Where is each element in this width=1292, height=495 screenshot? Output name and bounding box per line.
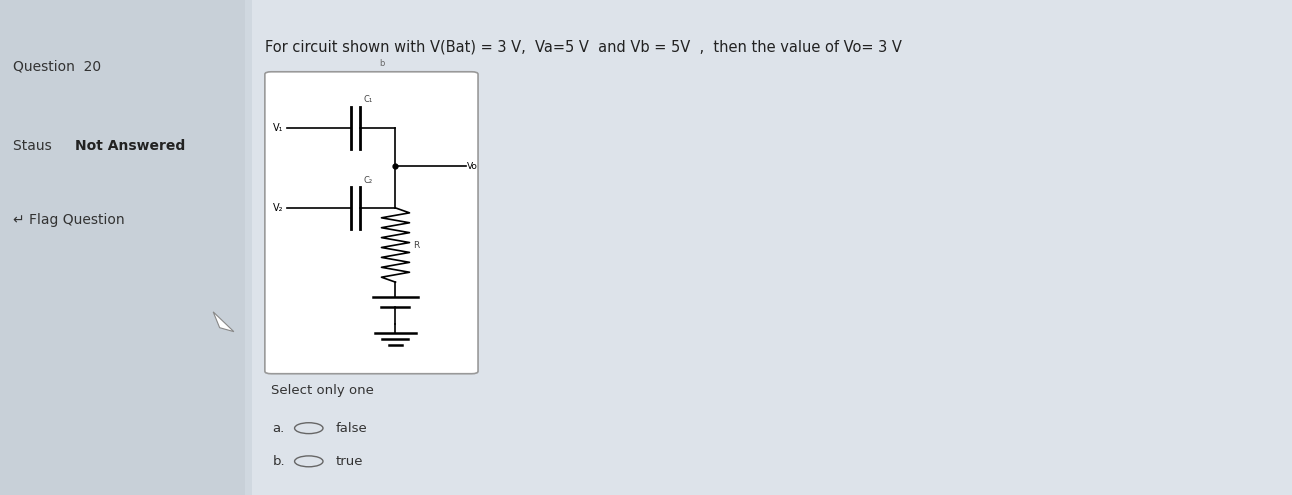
- Text: Select only one: Select only one: [271, 384, 375, 396]
- FancyBboxPatch shape: [0, 0, 245, 495]
- Text: C₂: C₂: [363, 176, 372, 185]
- FancyBboxPatch shape: [252, 0, 1292, 495]
- Text: true: true: [336, 455, 363, 468]
- Text: b.: b.: [273, 455, 286, 468]
- Text: Staus: Staus: [13, 139, 61, 152]
- Text: C₁: C₁: [363, 96, 372, 104]
- Text: ↵ Flag Question: ↵ Flag Question: [13, 213, 124, 227]
- Text: V₁: V₁: [273, 123, 283, 133]
- Text: false: false: [336, 422, 368, 435]
- Text: V₂: V₂: [273, 203, 283, 213]
- Text: R: R: [413, 241, 420, 249]
- Text: Not Answered: Not Answered: [75, 139, 185, 152]
- Text: a.: a.: [273, 422, 284, 435]
- Polygon shape: [213, 312, 234, 332]
- Text: For circuit shown with V(Bat) = 3 V,  Va=5 V  and Vb = 5V  ,  then the value of : For circuit shown with V(Bat) = 3 V, Va=…: [265, 40, 902, 54]
- Text: b: b: [379, 59, 384, 68]
- FancyBboxPatch shape: [265, 72, 478, 374]
- Text: Vo: Vo: [466, 162, 478, 171]
- Text: Question  20: Question 20: [13, 59, 101, 73]
